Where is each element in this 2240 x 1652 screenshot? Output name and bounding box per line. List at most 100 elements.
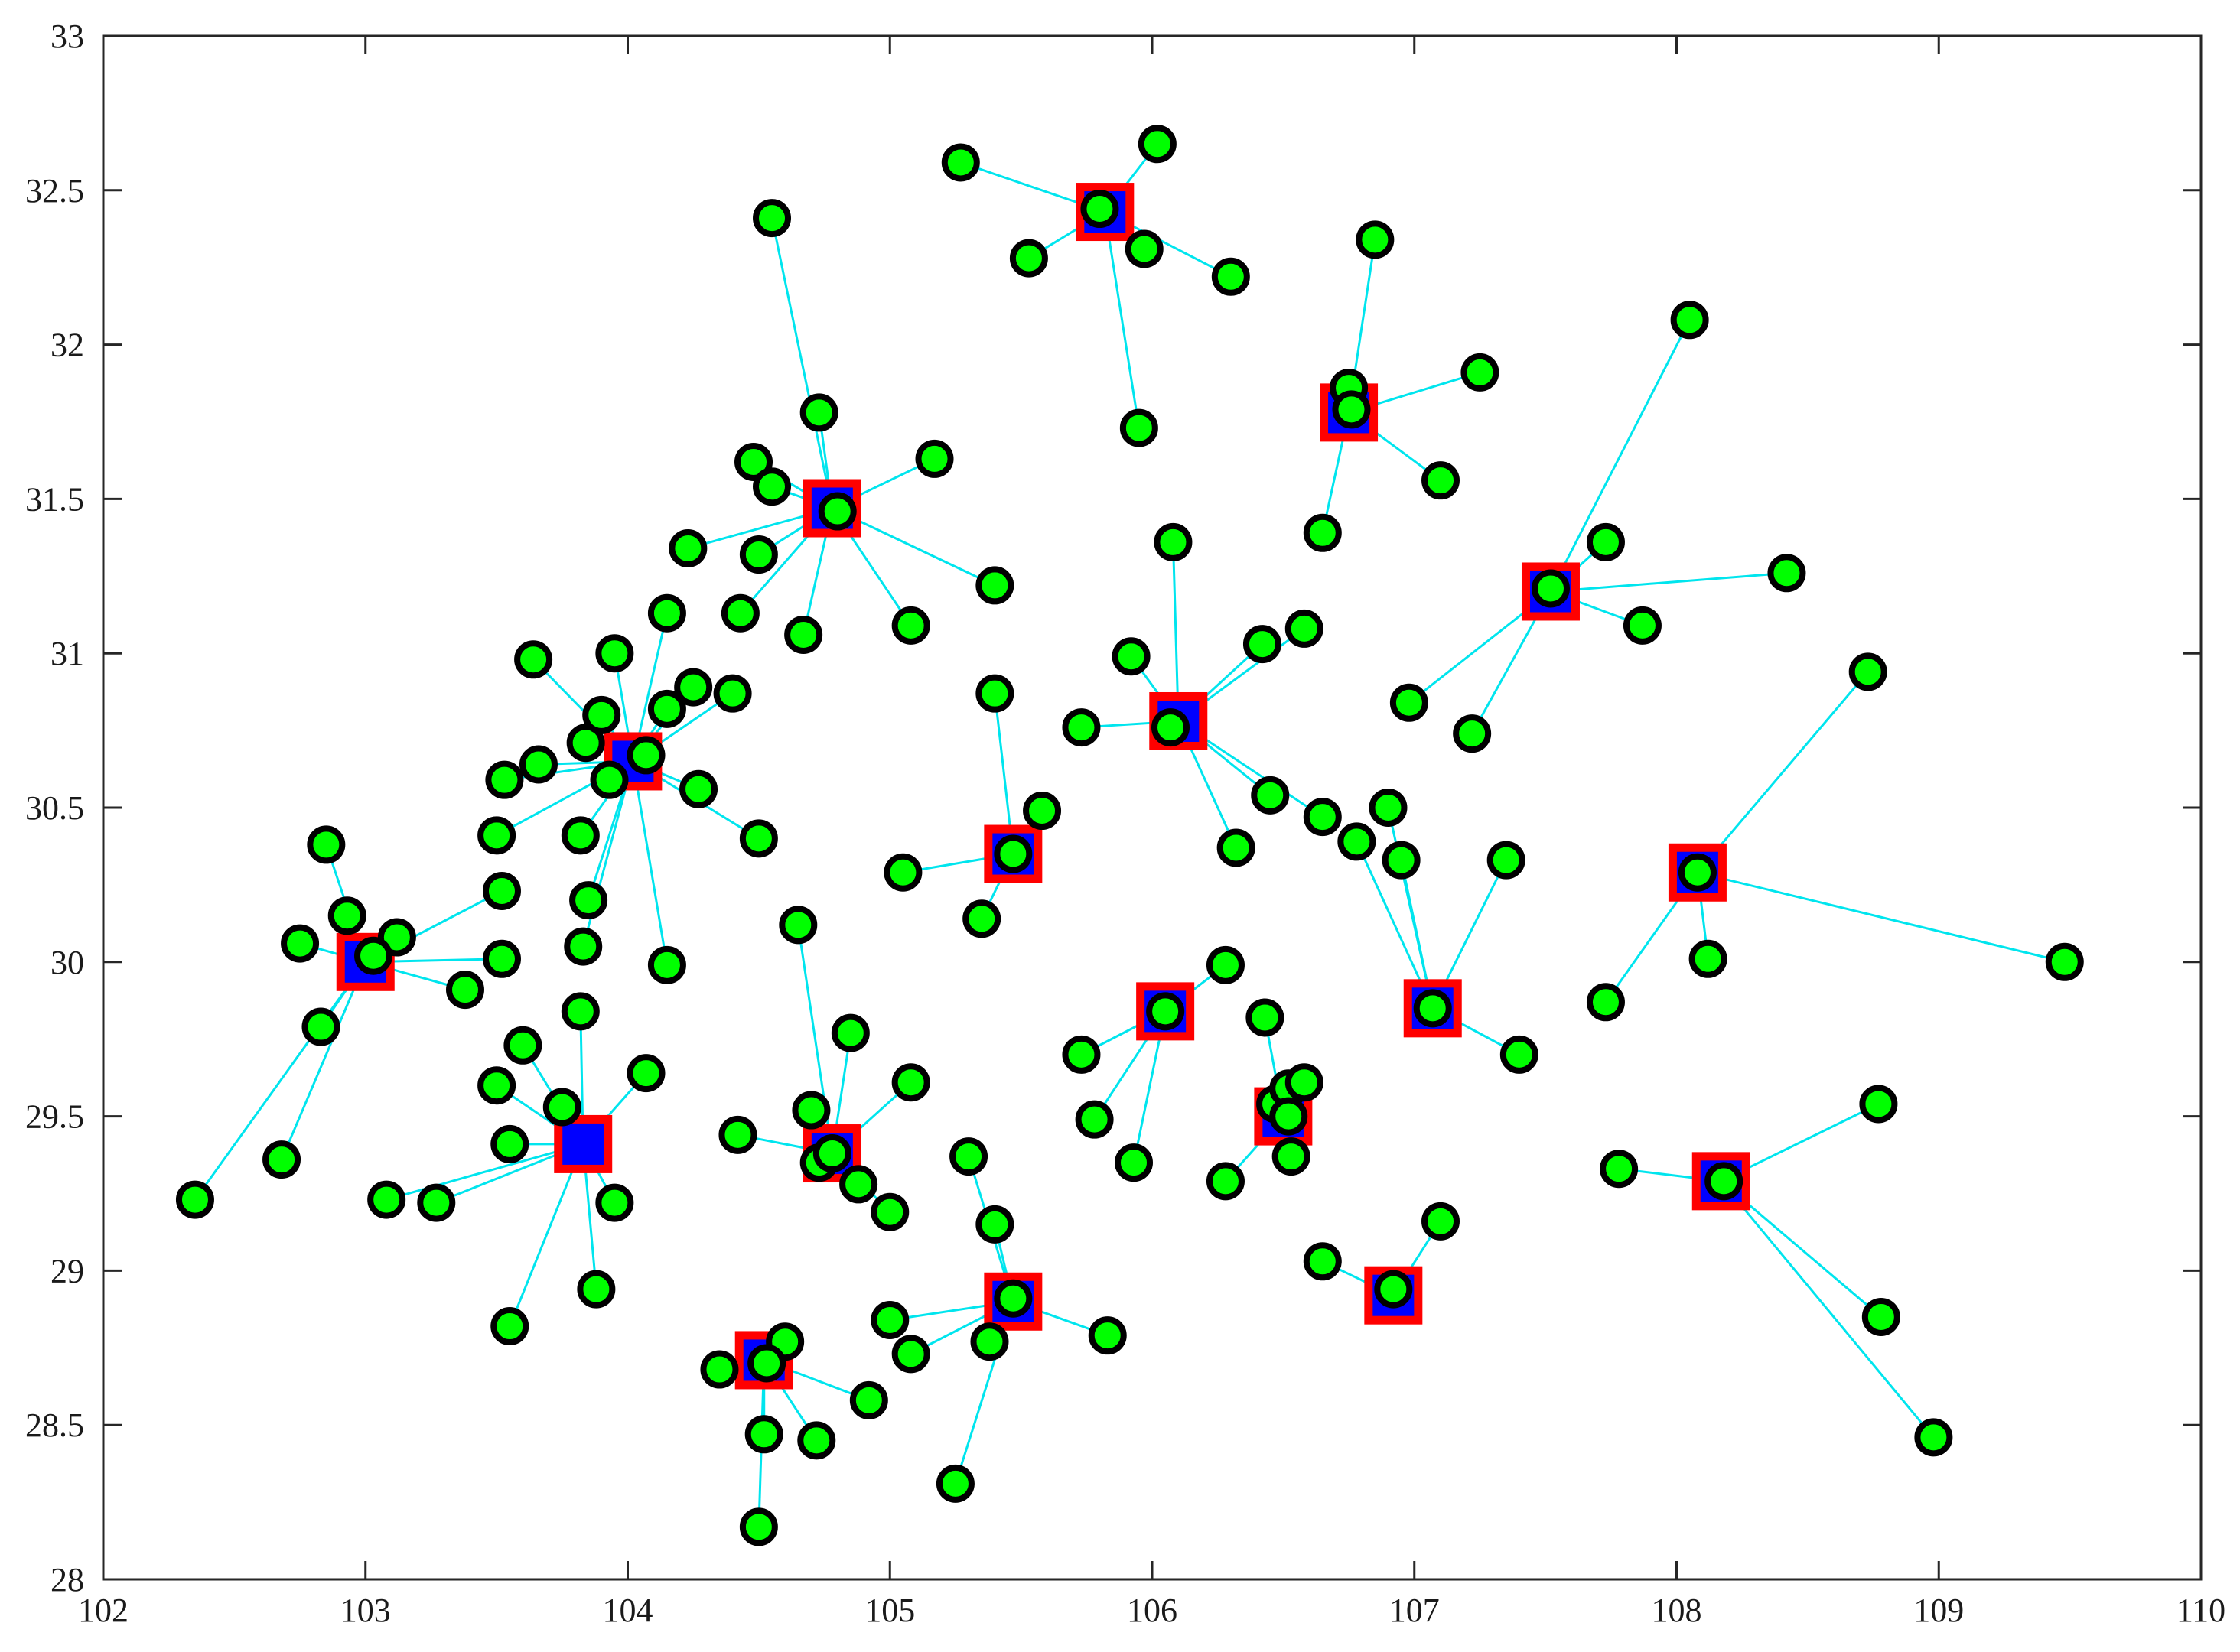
data-point [1138, 125, 1177, 164]
data-point [1303, 798, 1342, 837]
data-point [797, 1421, 836, 1460]
y-tick-label: 28 [50, 1561, 84, 1598]
data-point [1303, 1242, 1342, 1281]
data-point [595, 1183, 634, 1222]
data-point [2045, 942, 2084, 981]
plot-area [103, 36, 2201, 1579]
data-point [1413, 989, 1452, 1028]
data-point [1088, 1316, 1127, 1355]
data-point [1337, 822, 1376, 861]
data-point [1486, 841, 1525, 880]
data-point [1303, 513, 1342, 552]
data-point [975, 1205, 1014, 1244]
plot-frame [102, 34, 2203, 1581]
cluster-center-marker [554, 1114, 613, 1173]
data-point [669, 528, 708, 567]
data-point [647, 593, 686, 633]
data-point [327, 896, 366, 935]
data-point [718, 1115, 757, 1154]
data-point [1206, 1162, 1245, 1201]
data-point [1389, 683, 1428, 722]
data-point [975, 674, 1014, 713]
data-point [561, 816, 600, 855]
data-point [582, 695, 621, 734]
data-point [1211, 257, 1250, 296]
data-point [1421, 461, 1460, 500]
y-tick-label: 33 [50, 18, 84, 55]
data-point [779, 906, 818, 945]
data-point [1112, 637, 1151, 676]
data-point [994, 1279, 1033, 1318]
x-tick-label: 110 [2177, 1592, 2225, 1629]
y-tick-label: 30.5 [25, 789, 84, 827]
data-point [1678, 853, 1717, 892]
y-tick-label: 31.5 [25, 480, 84, 518]
link-line [1697, 871, 2066, 964]
data-point [891, 1063, 930, 1102]
link-line [386, 1143, 584, 1202]
link-line [1550, 571, 1787, 593]
data-point [871, 1192, 910, 1231]
data-point [1146, 992, 1185, 1031]
data-point [799, 393, 838, 432]
data-point [1023, 792, 1062, 831]
data-point [569, 881, 608, 920]
data-point [739, 819, 778, 858]
data-point [747, 1344, 786, 1383]
data-point [818, 492, 857, 531]
data-point [1861, 1297, 1900, 1336]
data-point [647, 689, 686, 728]
data-point [1154, 522, 1193, 561]
data-point [1670, 301, 1709, 340]
data-point [1009, 239, 1048, 278]
data-point [1269, 1097, 1308, 1136]
data-point [490, 1124, 529, 1163]
data-point [1151, 708, 1190, 747]
data-point [1421, 1202, 1460, 1241]
data-point [482, 939, 521, 978]
data-point [1271, 1137, 1310, 1176]
data-point [561, 992, 600, 1031]
data-point [1251, 776, 1290, 815]
data-point [564, 927, 603, 966]
data-point [301, 1007, 340, 1046]
data-point [1284, 609, 1323, 648]
data-point [915, 439, 954, 478]
x-tick-label: 102 [78, 1592, 129, 1629]
y-tick-labels: 28 28.5 29 29.5 30 30.5 31 31.5 32 32.5 33 [25, 18, 84, 1598]
link-line [1549, 319, 1691, 593]
y-tick-label: 29 [50, 1252, 84, 1289]
link-line [508, 1143, 584, 1327]
data-point [1704, 1162, 1743, 1201]
data-point [1245, 998, 1284, 1037]
link-line [1103, 211, 1141, 428]
data-point [262, 1140, 301, 1179]
data-point [713, 674, 752, 713]
data-point [519, 745, 558, 784]
data-point [941, 143, 980, 182]
data-point [1075, 1100, 1114, 1139]
y-tick-label: 30 [50, 944, 84, 981]
data-point [739, 535, 778, 574]
data-point [1623, 606, 1662, 645]
data-point [577, 1270, 616, 1309]
x-tick-labels: 102 103 104 105 106 107 108 109 110 [78, 1592, 2225, 1629]
data-point [367, 1180, 406, 1219]
data-point [417, 1183, 456, 1222]
link-line [631, 761, 669, 966]
x-tick-label: 109 [1913, 1592, 1964, 1629]
x-tick-label: 107 [1389, 1592, 1440, 1629]
y-tick-label: 31 [50, 635, 84, 672]
data-point [1062, 708, 1101, 747]
data-point [627, 1054, 666, 1093]
link-line [770, 217, 834, 509]
data-point [1119, 408, 1158, 447]
data-point [734, 442, 773, 481]
data-point [721, 593, 760, 633]
data-point [1531, 569, 1570, 608]
data-point [1356, 220, 1395, 259]
data-point [307, 825, 346, 864]
data-point [1062, 1035, 1101, 1074]
data-points [175, 125, 2084, 1546]
